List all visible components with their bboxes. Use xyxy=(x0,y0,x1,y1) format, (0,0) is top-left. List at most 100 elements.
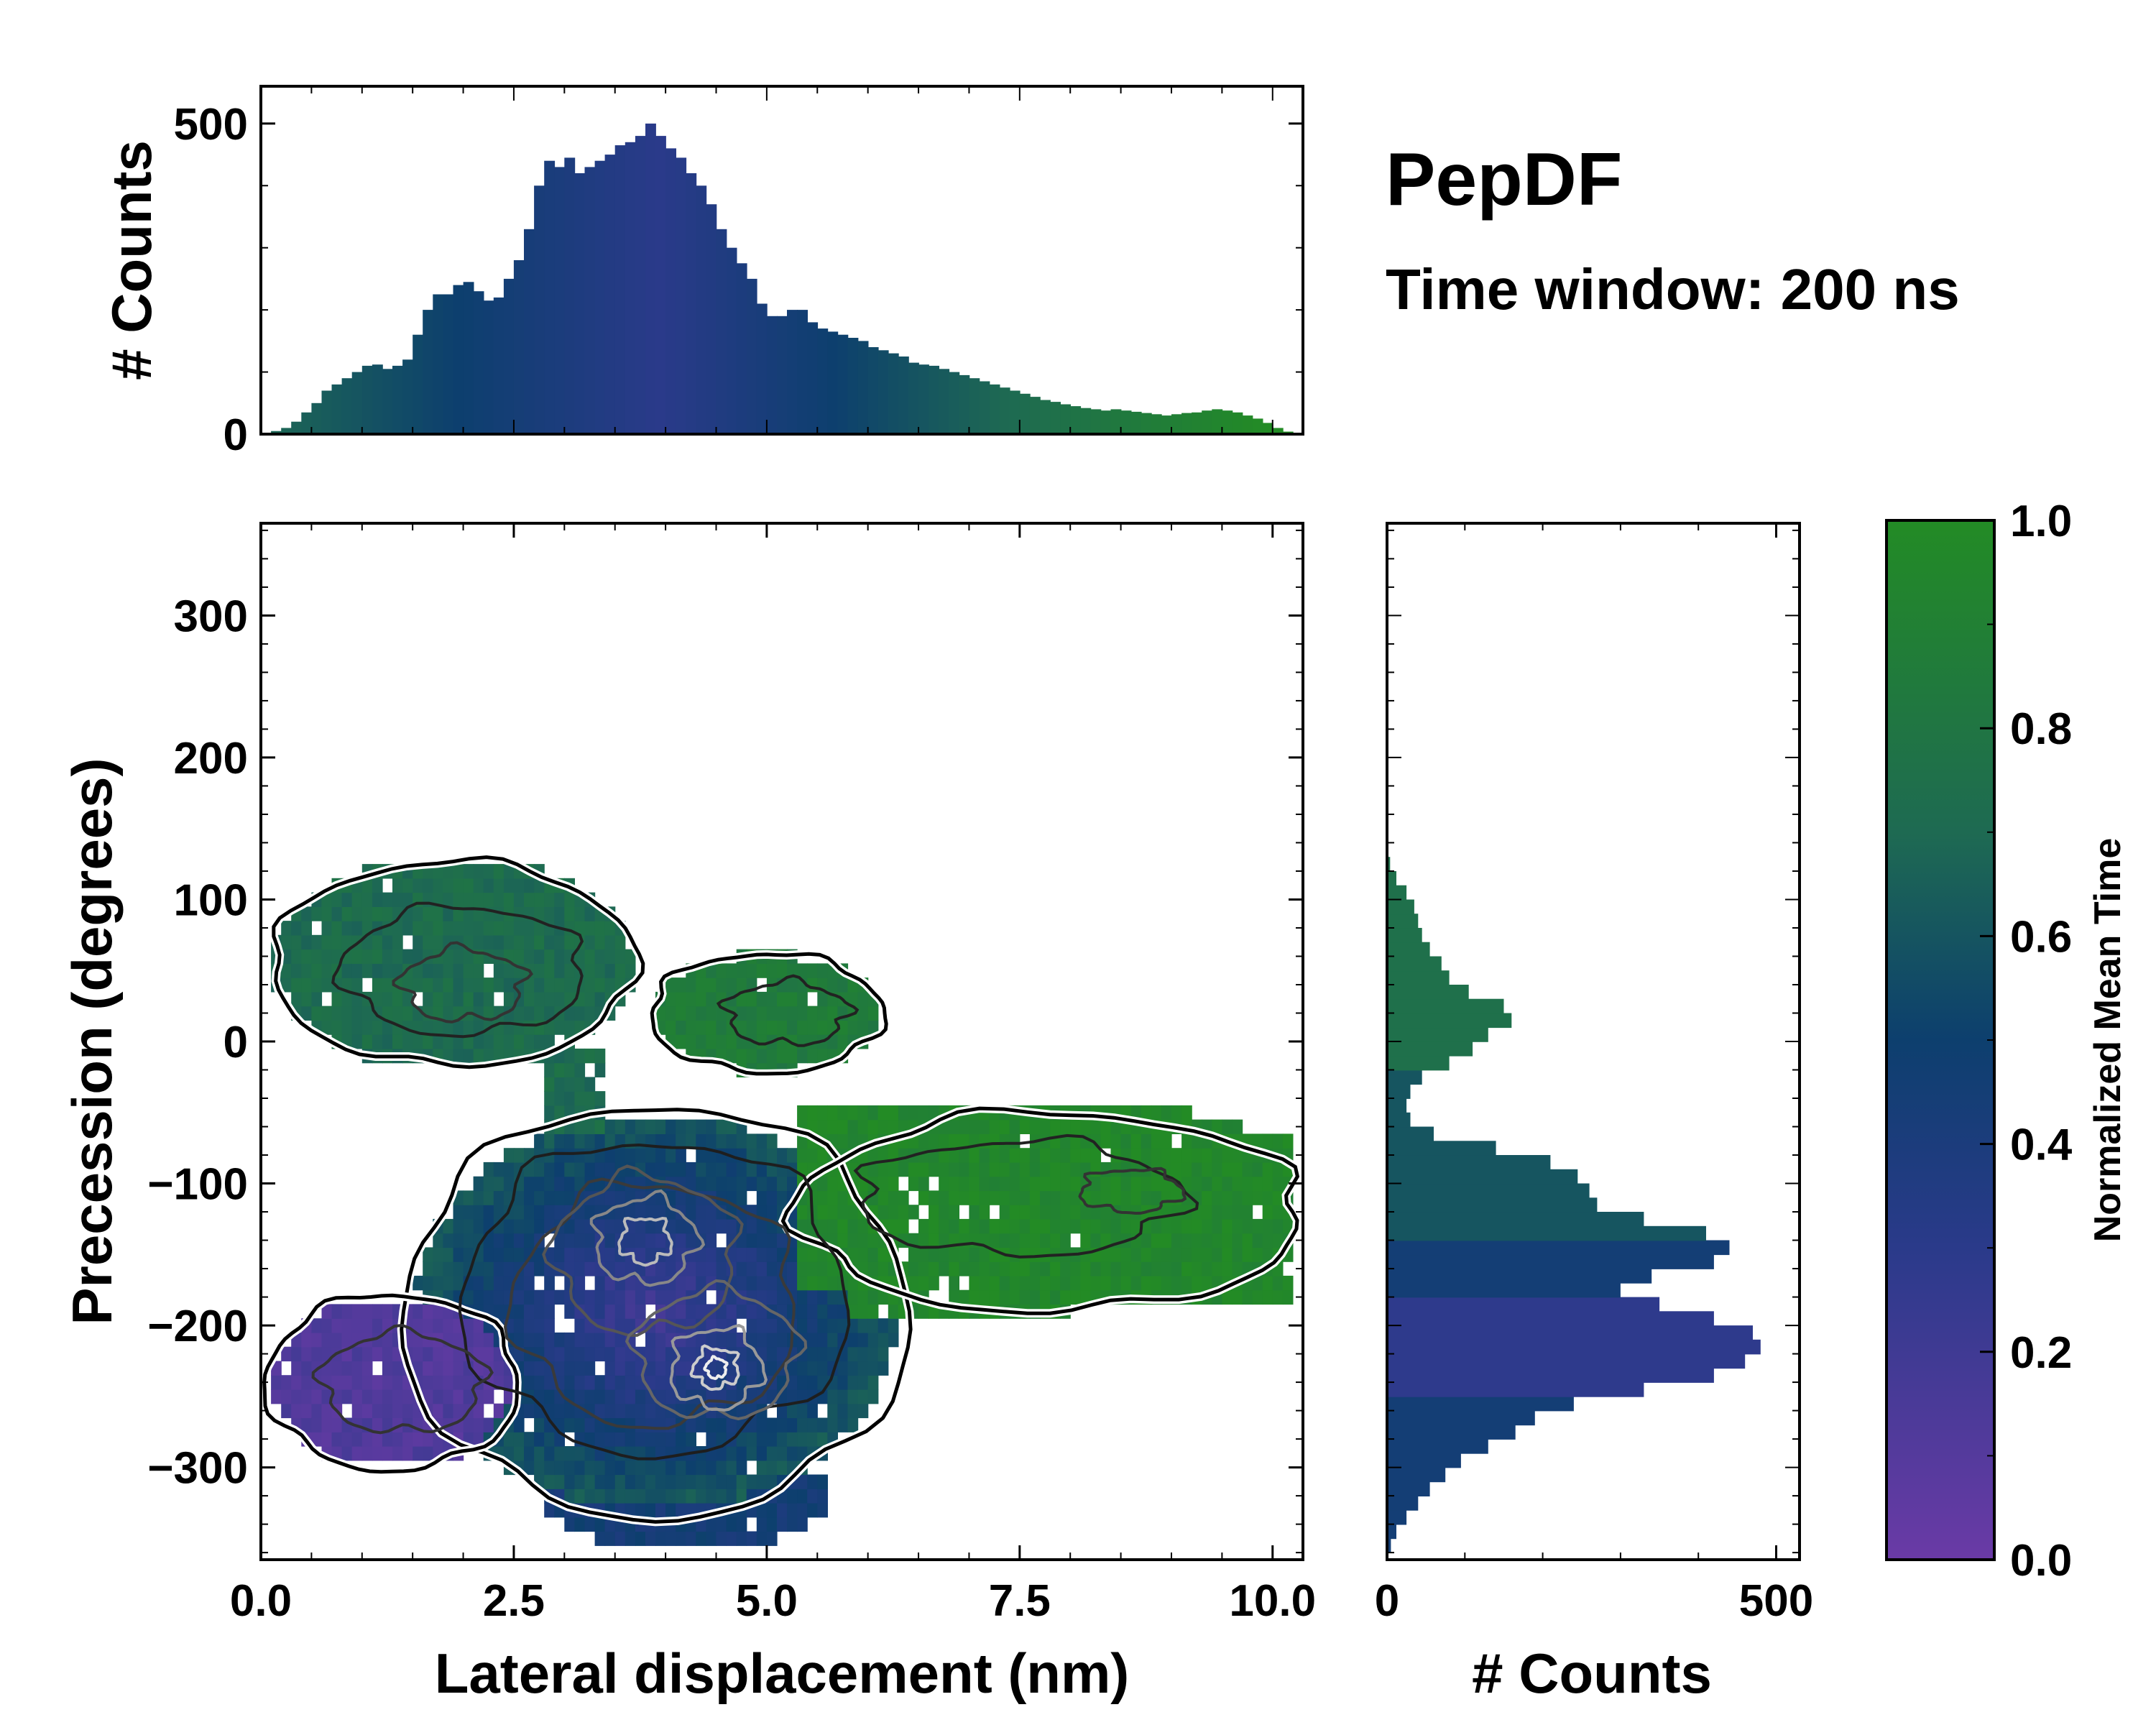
heatmap-cell xyxy=(969,1190,980,1205)
heatmap-cell xyxy=(676,1006,686,1021)
heatmap-cell xyxy=(604,934,616,950)
heatmap-cell xyxy=(766,1417,778,1432)
heatmap-cell xyxy=(331,906,343,921)
heatmap-cell xyxy=(1232,1218,1243,1234)
heatmap-cell xyxy=(473,1205,484,1220)
heatmap-cell xyxy=(493,1034,505,1049)
heatmap-cell xyxy=(392,934,403,950)
heatmap-cell xyxy=(351,949,363,964)
heatmap-cell xyxy=(351,1006,363,1021)
heatmap-cell xyxy=(584,949,596,964)
heatmap-cell xyxy=(1070,1162,1081,1177)
heatmap-cell xyxy=(1080,1148,1091,1163)
heatmap-cell xyxy=(888,1318,899,1333)
heatmap-cell xyxy=(513,1446,525,1461)
heatmap-cell xyxy=(483,1205,494,1220)
heatmap-cell xyxy=(857,1006,869,1021)
heatmap-cell xyxy=(766,1460,778,1476)
heatmap-cell xyxy=(857,1318,869,1333)
heatmap-cell xyxy=(777,1020,788,1035)
heatmap-cell xyxy=(898,1148,909,1163)
right-bar xyxy=(1387,899,1414,915)
heatmap-cell xyxy=(979,1247,990,1262)
heatmap-cell xyxy=(1019,1275,1031,1291)
top-bar xyxy=(614,145,626,434)
heatmap-cell xyxy=(604,1517,616,1532)
heatmap-cell xyxy=(635,1247,646,1262)
heatmap-cell xyxy=(969,1176,980,1192)
heatmap-cell xyxy=(766,991,778,1007)
heatmap-cell xyxy=(645,1289,656,1305)
heatmap-cell xyxy=(766,1346,778,1362)
heatmap-cell xyxy=(706,1531,717,1546)
heatmap-cell xyxy=(524,1034,535,1049)
heatmap-cell xyxy=(473,864,484,879)
heatmap-cell xyxy=(614,1531,626,1546)
top-bar xyxy=(1212,409,1223,434)
heatmap-cell xyxy=(777,1460,788,1476)
heatmap-cell xyxy=(544,1304,555,1319)
heatmap-cell xyxy=(726,1446,737,1461)
heatmap-cell xyxy=(929,1218,939,1234)
top-bar xyxy=(341,378,353,434)
heatmap-cell xyxy=(949,1247,959,1262)
heatmap-cell xyxy=(1060,1148,1071,1163)
heatmap-cell xyxy=(918,1190,929,1205)
heatmap-cell xyxy=(614,1375,626,1390)
heatmap-cell xyxy=(999,1275,1010,1291)
contour-level xyxy=(589,1189,706,1287)
heatmap-cell xyxy=(1212,1119,1222,1134)
heatmap-cell xyxy=(686,1020,696,1035)
heatmap-cell xyxy=(898,1218,909,1234)
heatmap-cell xyxy=(1080,1218,1091,1234)
heatmap-cell xyxy=(867,1105,879,1121)
heatmap-cell xyxy=(726,1289,737,1305)
top-bar xyxy=(604,155,616,434)
heatmap-cell xyxy=(443,1233,454,1248)
heatmap-cell xyxy=(554,1474,565,1489)
heatmap-cell xyxy=(766,1205,778,1220)
heatmap-cell xyxy=(372,1375,383,1390)
heatmap-cell xyxy=(584,1119,596,1134)
heatmap-cell xyxy=(443,1375,454,1390)
heatmap-cell xyxy=(341,1375,353,1390)
heatmap-cell xyxy=(898,1162,909,1177)
heatmap-cell xyxy=(433,1020,443,1035)
heatmap-cell xyxy=(665,1148,676,1163)
heatmap-cell xyxy=(1192,1133,1202,1149)
heatmap-cell xyxy=(341,921,353,936)
heatmap-cell xyxy=(443,1020,454,1035)
heatmap-cell xyxy=(746,1176,757,1192)
heatmap-cell xyxy=(1019,1261,1031,1276)
heatmap-cell xyxy=(351,906,363,921)
heatmap-cell xyxy=(544,1105,555,1121)
heatmap-cell xyxy=(1181,1233,1192,1248)
heatmap-cell xyxy=(1141,1105,1152,1121)
heatmap-cell xyxy=(888,1205,899,1220)
heatmap-cell xyxy=(584,934,596,950)
heatmap-cell xyxy=(321,1006,333,1021)
heatmap-cell xyxy=(1192,1261,1202,1276)
right-bar xyxy=(1387,1311,1714,1326)
heatmap-cell xyxy=(837,1190,849,1205)
heatmap-cell xyxy=(1009,1162,1021,1177)
heatmap-cell xyxy=(655,1531,666,1546)
right-bar xyxy=(1387,1453,1461,1468)
heatmap-cell xyxy=(686,978,696,993)
heatmap-cell xyxy=(554,1091,565,1106)
heatmap-cell xyxy=(413,1318,423,1333)
top-bar xyxy=(483,300,494,434)
heatmap-cell xyxy=(696,1020,706,1035)
heatmap-cell xyxy=(787,1403,798,1419)
heatmap-cell xyxy=(696,1162,706,1177)
heatmap-cell xyxy=(1202,1218,1212,1234)
heatmap-cell xyxy=(847,1304,859,1319)
heatmap-cell xyxy=(564,1417,575,1432)
heatmap-cell xyxy=(655,1205,666,1220)
heatmap-cell xyxy=(847,1289,859,1305)
heatmap-cell xyxy=(989,1133,1000,1149)
heatmap-cell xyxy=(686,1233,696,1248)
heatmap-cell xyxy=(1019,1205,1031,1220)
heatmap-cell xyxy=(726,1119,737,1134)
heatmap-cell xyxy=(807,1247,818,1262)
